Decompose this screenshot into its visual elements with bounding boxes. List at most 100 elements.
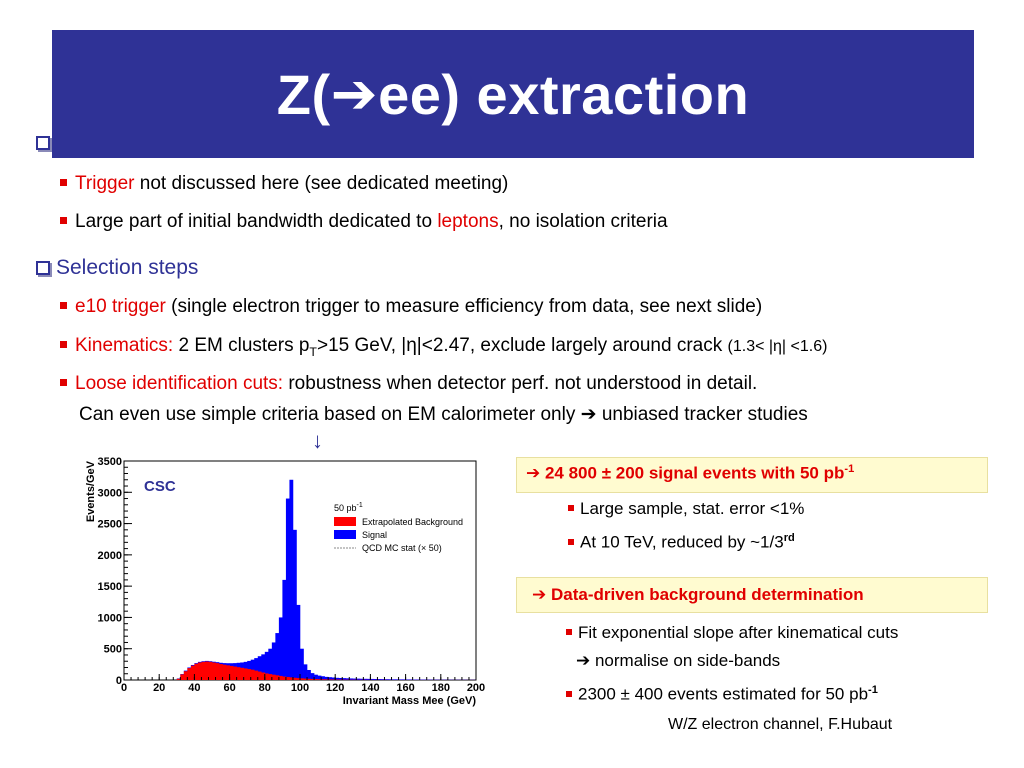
signal-bar <box>398 679 403 680</box>
signal-bar <box>264 651 269 680</box>
background-bar <box>226 665 230 680</box>
background-bar <box>310 678 315 680</box>
bullet-bandwidth: Large part of initial bandwidth dedicate… <box>60 211 668 233</box>
title-banner <box>52 30 974 158</box>
signal-bar <box>359 678 364 680</box>
signal-bar <box>366 678 371 680</box>
background-bar <box>219 664 223 680</box>
title-prefix: Z( <box>276 62 331 126</box>
red-square-icon <box>568 538 574 545</box>
signal-bar <box>377 679 382 680</box>
background-bar <box>233 666 237 680</box>
signal-bar <box>405 679 410 680</box>
red-square-icon <box>60 341 67 348</box>
signal-bar <box>384 679 389 680</box>
background-bar <box>261 672 266 680</box>
bullet-e10-trigger: e10 trigger (single electron trigger to … <box>60 296 762 318</box>
signal-bar <box>254 658 259 680</box>
background-bar <box>212 662 216 680</box>
background-bar <box>187 668 192 680</box>
signal-bar <box>314 674 318 680</box>
signal-bar <box>324 676 329 680</box>
background-bar <box>296 678 301 680</box>
signal-bar <box>345 678 350 680</box>
background-bar <box>257 671 262 680</box>
y-tick-label: 2500 <box>98 519 122 531</box>
section-selection-steps: Selection steps <box>36 256 198 280</box>
background-bar <box>268 674 273 680</box>
signal-bar <box>328 677 332 680</box>
signal-bar <box>363 678 368 680</box>
x-tick-label: 180 <box>432 682 450 694</box>
signal-bar <box>402 679 406 680</box>
x-tick-label: 200 <box>467 682 485 694</box>
hidden-section-bullet <box>36 136 56 154</box>
signal-bar <box>373 678 378 680</box>
x-tick-label: 60 <box>223 682 235 694</box>
slide-title: Z(➔ ee) extraction <box>52 30 974 158</box>
background-bar <box>247 669 252 680</box>
signal-bar <box>391 679 396 680</box>
background-bar <box>197 662 202 680</box>
background-item-1: Fit exponential slope after kinematical … <box>566 623 898 643</box>
background-bar <box>285 676 290 680</box>
background-bar <box>250 669 255 680</box>
legend-swatch-background <box>334 517 356 526</box>
down-arrow-icon: ↓ <box>312 428 323 453</box>
background-bar <box>254 670 259 680</box>
signal-bar <box>395 679 399 680</box>
background-bar <box>331 679 336 680</box>
background-bar <box>215 663 220 680</box>
red-square-icon <box>566 690 572 697</box>
signal-bar <box>342 678 347 680</box>
background-bar <box>204 661 209 680</box>
background-bar <box>208 661 213 680</box>
signal-bar <box>289 479 294 680</box>
red-square-icon <box>60 302 67 309</box>
background-bar <box>324 679 329 680</box>
red-square-icon <box>60 179 67 186</box>
legend-header: 50 pb-1 <box>334 502 363 513</box>
footer-credit: W/Z electron channel, F.Hubaut <box>668 716 893 733</box>
background-bar <box>183 671 188 680</box>
x-tick-label: 120 <box>326 682 344 694</box>
signal-item-1: Large sample, stat. error <1% <box>568 499 804 519</box>
signal-bar <box>271 642 276 680</box>
red-square-icon <box>566 629 572 635</box>
legend-swatch-signal <box>334 530 356 539</box>
background-bar <box>236 667 241 680</box>
background-item-1b: ➔ normalise on side-bands <box>576 651 781 670</box>
signal-bar <box>349 678 354 680</box>
x-axis-label: Invariant Mass Mee (GeV) <box>343 695 477 707</box>
x-tick-label: 100 <box>291 682 309 694</box>
bullet-trigger: Trigger not discussed here (see dedicate… <box>60 173 508 195</box>
right-arrow-icon: ➔ <box>532 585 547 604</box>
background-bar <box>307 678 311 680</box>
background-bar <box>321 679 325 680</box>
signal-bar <box>268 648 273 680</box>
background-bar <box>271 674 276 680</box>
signal-bar <box>352 678 357 680</box>
signal-bar <box>380 679 385 680</box>
bullet-kinematics: Kinematics: 2 EM clusters pT>15 GeV, |η|… <box>60 335 827 359</box>
signal-box-title: ➔ 24 800 ± 200 signal events with 50 pb-… <box>526 463 855 483</box>
background-bar <box>240 667 244 680</box>
signal-bar <box>338 677 343 680</box>
legend-signal: Signal <box>362 530 387 540</box>
csc-label: CSC <box>144 478 176 495</box>
signal-bar <box>261 654 266 680</box>
mass-histogram: 0 20 40 60 80 100 120 140 160 180 2000500100015002… <box>85 456 485 707</box>
signal-bar <box>317 675 322 680</box>
signal-item-2: At 10 TeV, reduced by ~1/3rd <box>568 532 795 553</box>
legend-header-sup: -1 <box>357 502 363 509</box>
background-bar <box>300 678 304 680</box>
background-box <box>516 577 988 613</box>
x-tick-label: 160 <box>396 682 414 694</box>
signal-bar <box>412 679 417 680</box>
x-tick-label: 40 <box>188 682 200 694</box>
background-bar <box>328 679 332 680</box>
y-tick-label: 3000 <box>98 487 122 499</box>
background-bar <box>201 661 206 680</box>
loose-id-line2: Can even use simple criteria based on EM… <box>79 404 808 425</box>
histogram-plot: 0 20 40 60 80 100 120 140 160 180 2000500100015002… <box>85 456 485 707</box>
